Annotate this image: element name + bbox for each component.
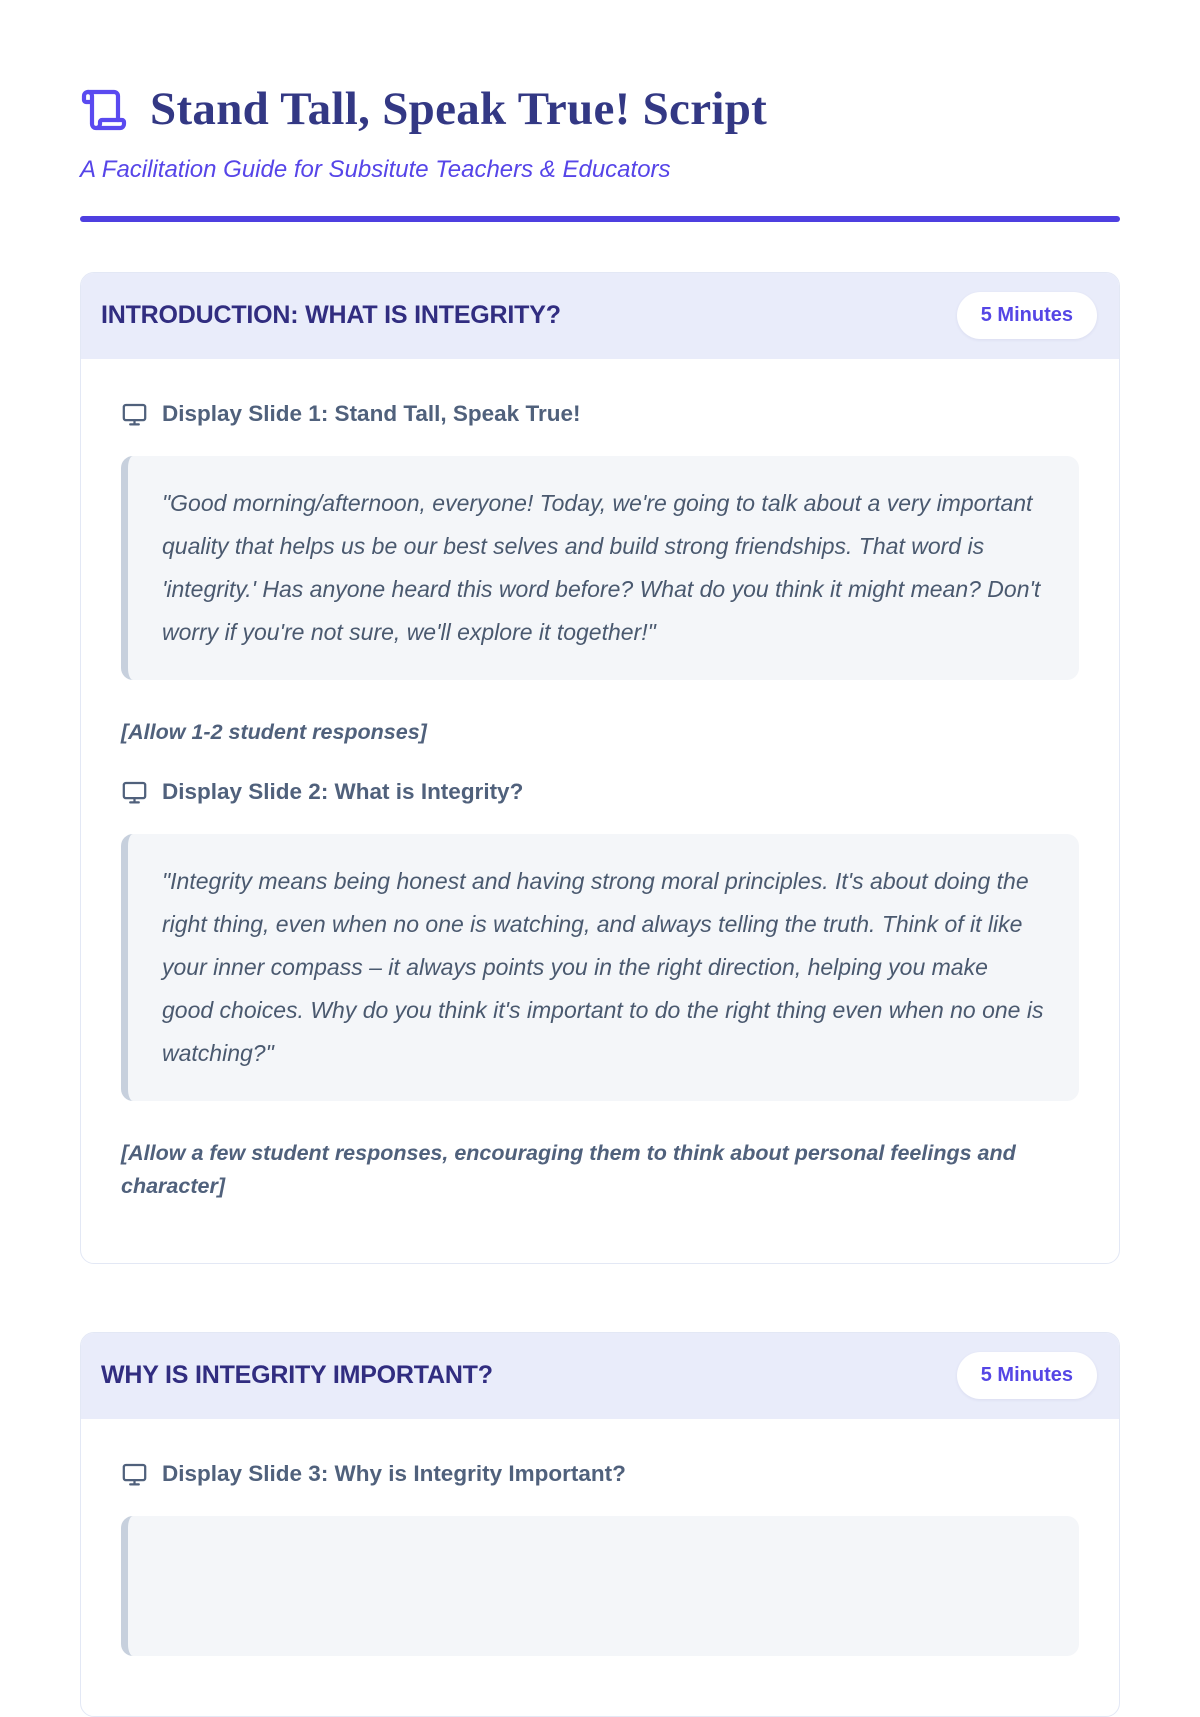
- section-header: WHY IS INTEGRITY IMPORTANT? 5 Minutes: [81, 1332, 1119, 1419]
- slide-cue: Display Slide 2: What is Integrity?: [121, 779, 1079, 806]
- section-body: Display Slide 1: Stand Tall, Speak True!…: [81, 359, 1119, 1263]
- page-subtitle: A Facilitation Guide for Subsitute Teach…: [80, 155, 671, 183]
- section-title: WHY IS INTEGRITY IMPORTANT?: [101, 1361, 493, 1390]
- script-quote: [121, 1515, 1079, 1656]
- section-body: Display Slide 3: Why is Integrity Import…: [81, 1419, 1119, 1716]
- section-card-why-important: WHY IS INTEGRITY IMPORTANT? 5 Minutes Di…: [80, 1331, 1120, 1717]
- section-header: INTRODUCTION: WHAT IS INTEGRITY? 5 Minut…: [81, 272, 1119, 359]
- duration-badge: 5 Minutes: [956, 292, 1097, 340]
- stage-direction: [Allow 1-2 student responses]: [121, 719, 427, 744]
- duration-badge: 5 Minutes: [956, 1352, 1097, 1400]
- slide-cue-label: Display Slide 2: What is Integrity?: [162, 779, 524, 805]
- monitor-icon: [121, 1461, 148, 1488]
- section-card-introduction: INTRODUCTION: WHAT IS INTEGRITY? 5 Minut…: [80, 271, 1120, 1264]
- stage-direction: [Allow a few student responses, encourag…: [121, 1140, 1016, 1198]
- header-divider: [80, 215, 1120, 222]
- slide-cue: Display Slide 1: Stand Tall, Speak True!: [121, 401, 1079, 428]
- section-title: INTRODUCTION: WHAT IS INTEGRITY?: [101, 301, 561, 330]
- page-title: Stand Tall, Speak True! Script: [150, 83, 768, 135]
- slide-cue: Display Slide 3: Why is Integrity Import…: [121, 1461, 1079, 1488]
- script-quote: "Good morning/afternoon, everyone! Today…: [121, 455, 1079, 680]
- monitor-icon: [121, 779, 148, 806]
- slide-cue-label: Display Slide 3: Why is Integrity Import…: [162, 1461, 626, 1487]
- script-quote: "Integrity means being honest and having…: [121, 833, 1079, 1101]
- document-header: Stand Tall, Speak True! Script: [80, 83, 1120, 136]
- slide-cue-label: Display Slide 1: Stand Tall, Speak True!: [162, 401, 581, 427]
- monitor-icon: [121, 401, 148, 428]
- scroll-icon: [80, 86, 128, 134]
